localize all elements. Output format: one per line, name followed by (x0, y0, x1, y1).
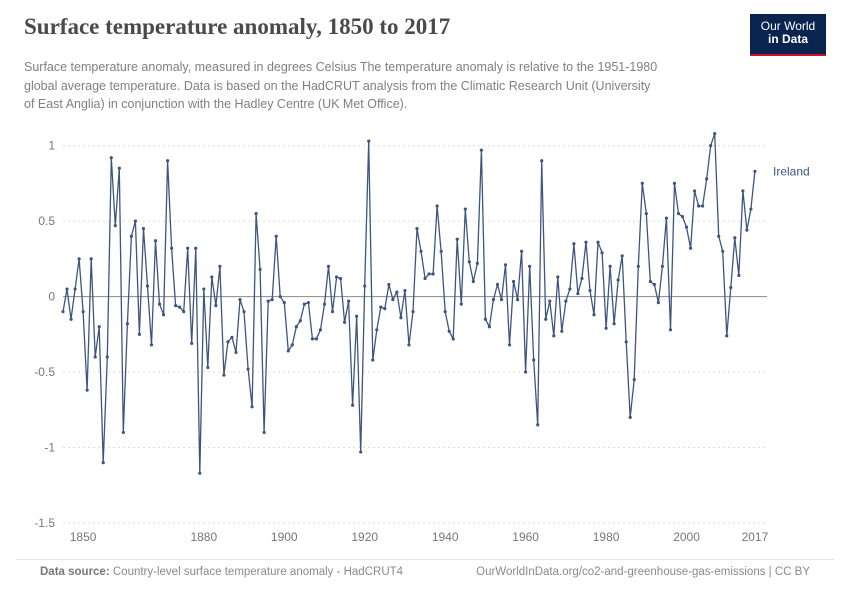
svg-text:1940: 1940 (432, 530, 459, 544)
svg-text:1960: 1960 (512, 530, 539, 544)
svg-text:-0.5: -0.5 (34, 365, 55, 379)
y-axis: -1.5 -1 -0.5 0 0.5 1 (34, 138, 55, 529)
chart-title: Surface temperature anomaly, 1850 to 201… (24, 14, 450, 40)
svg-text:1900: 1900 (271, 530, 298, 544)
footer-right: OurWorldInData.org/co2-and-greenhouse-ga… (476, 566, 810, 578)
footer-source: Data source: Country-level surface tempe… (40, 566, 403, 578)
chart-footer: Data source: Country-level surface tempe… (16, 559, 834, 578)
y-gridlines (63, 145, 767, 522)
title-row: Surface temperature anomaly, 1850 to 201… (24, 14, 826, 56)
svg-text:1850: 1850 (70, 530, 97, 544)
svg-text:1880: 1880 (190, 530, 217, 544)
svg-text:0: 0 (48, 289, 55, 303)
logo-line-2: in Data (758, 33, 818, 46)
svg-text:2017: 2017 (742, 530, 769, 544)
series-label: Ireland (773, 164, 810, 178)
svg-text:-1.5: -1.5 (34, 516, 55, 530)
svg-text:1: 1 (48, 138, 55, 152)
footer-source-text: Country-level surface temperature anomal… (113, 566, 403, 578)
chart-header: Surface temperature anomaly, 1850 to 201… (0, 0, 850, 113)
svg-text:0.5: 0.5 (38, 214, 55, 228)
svg-text:1980: 1980 (593, 530, 620, 544)
line-chart: -1.5-1-0.500.511850188019001920194019601… (15, 113, 835, 553)
svg-text:-1: -1 (44, 440, 55, 454)
footer-source-label: Data source: (40, 566, 110, 578)
x-axis: 1850 1880 1900 1920 1940 1960 1980 2000 2017 (70, 530, 769, 544)
svg-text:2000: 2000 (673, 530, 700, 544)
owid-logo: Our World in Data (750, 14, 826, 56)
series-points (61, 132, 756, 475)
svg-text:1920: 1920 (351, 530, 378, 544)
series-line (63, 133, 755, 473)
chart-subtitle: Surface temperature anomaly, measured in… (24, 58, 664, 112)
